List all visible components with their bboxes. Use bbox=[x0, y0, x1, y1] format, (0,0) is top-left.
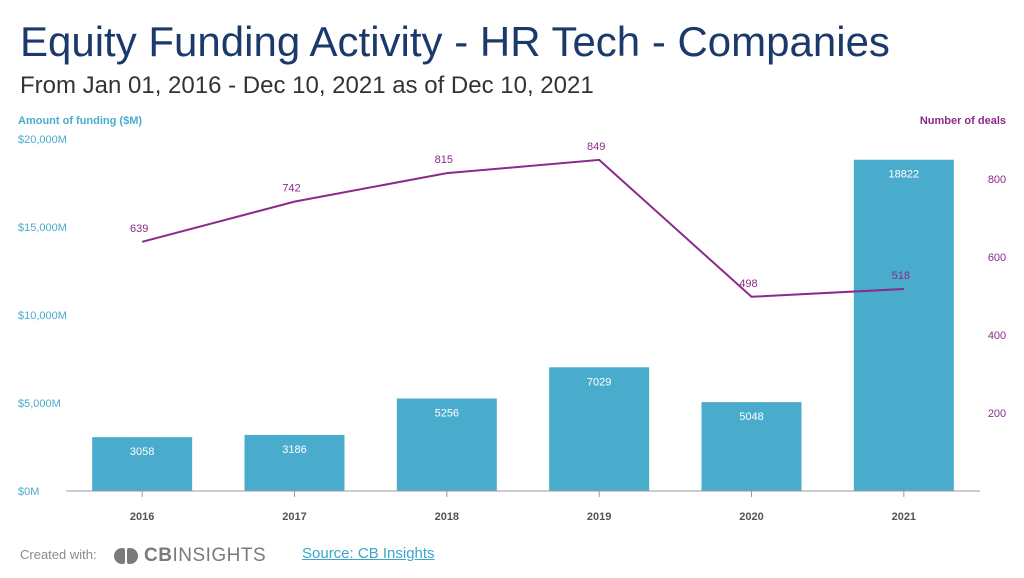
chart-title: Equity Funding Activity - HR Tech - Comp… bbox=[20, 18, 890, 65]
created-with-label: Created with: bbox=[20, 547, 97, 562]
right-tick-label: 600 bbox=[988, 252, 1006, 264]
bar-2018 bbox=[396, 398, 497, 491]
bar-2021 bbox=[853, 159, 954, 492]
left-tick-label: $5,000M bbox=[18, 398, 61, 410]
right-tick-label: 200 bbox=[988, 408, 1006, 420]
x-tick-label: 2019 bbox=[587, 511, 611, 523]
chart-subtitle: From Jan 01, 2016 - Dec 10, 2021 as of D… bbox=[20, 72, 594, 99]
right-tick-label: 800 bbox=[988, 174, 1006, 186]
deals-value-label: 518 bbox=[892, 270, 910, 282]
right-tick-label: 400 bbox=[988, 330, 1006, 342]
deals-line bbox=[141, 158, 904, 298]
deals-value-label: 639 bbox=[130, 223, 148, 235]
right-axis-title: Number of deals bbox=[920, 115, 1006, 127]
bar-value-label: 18822 bbox=[889, 169, 920, 181]
left-tick-label: $10,000M bbox=[18, 310, 67, 322]
cb-logo-icon bbox=[114, 547, 140, 565]
left-tick-label: $20,000M bbox=[18, 134, 67, 146]
cb-insights-logo: CBINSIGHTS bbox=[114, 545, 266, 567]
bar-value-label: 3058 bbox=[130, 446, 154, 458]
bar-value-label: 7029 bbox=[587, 376, 611, 388]
bar-2016 bbox=[92, 437, 193, 491]
deals-value-label: 815 bbox=[435, 154, 453, 166]
bar-value-label: 5048 bbox=[739, 411, 763, 423]
x-tick-label: 2021 bbox=[892, 511, 916, 523]
bar-2020 bbox=[701, 402, 802, 491]
x-tick-label: 2018 bbox=[435, 511, 459, 523]
source-link[interactable]: Source: CB Insights bbox=[302, 545, 435, 562]
bar-2019 bbox=[549, 367, 650, 491]
logo-wordmark: CBINSIGHTS bbox=[144, 545, 267, 566]
bar-value-label: 3186 bbox=[282, 444, 306, 456]
bar-value-label: 5256 bbox=[435, 407, 459, 419]
bar-2017 bbox=[244, 434, 345, 491]
deals-value-label: 742 bbox=[282, 183, 300, 195]
deals-value-label: 498 bbox=[739, 278, 757, 290]
x-tick-label: 2017 bbox=[282, 511, 306, 523]
left-tick-label: $15,000M bbox=[18, 222, 67, 234]
left-axis-title: Amount of funding ($M) bbox=[18, 115, 142, 127]
left-tick-label: $0M bbox=[18, 486, 39, 498]
x-tick-label: 2016 bbox=[130, 511, 154, 523]
deals-value-label: 849 bbox=[587, 141, 605, 153]
x-tick-label: 2020 bbox=[739, 511, 763, 523]
